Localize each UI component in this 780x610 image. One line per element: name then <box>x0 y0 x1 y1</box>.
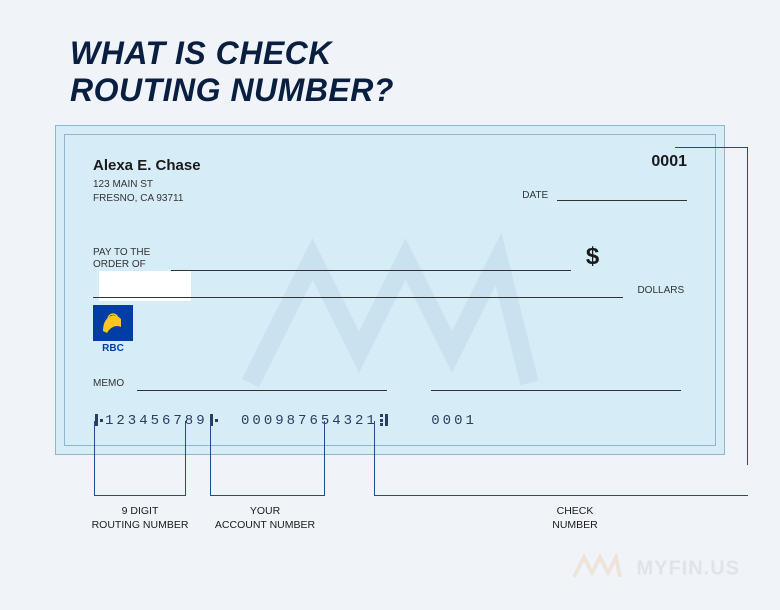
date-label: DATE <box>522 190 548 201</box>
watermark-text: MYFIN.US <box>636 557 740 579</box>
micr-routing-number: 123456789 <box>105 413 208 429</box>
bank-logo: RBC <box>93 305 133 355</box>
dollars-line <box>93 288 623 298</box>
page-title: WHAT IS CHECK ROUTING NUMBER? <box>70 35 394 109</box>
callout-checkno-line2: NUMBER <box>535 519 615 533</box>
callout-routing-line1: 9 DIGIT <box>85 505 195 519</box>
callout-checkno-line1: CHECK <box>535 505 615 519</box>
payer-name: Alexa E. Chase <box>93 157 687 174</box>
bank-name: RBC <box>93 343 133 354</box>
callout-account-line2: ACCOUNT NUMBER <box>210 519 320 533</box>
micr-check-number: 0001 <box>431 413 477 429</box>
micr-symbol-icon <box>95 414 103 426</box>
connector-line <box>185 421 186 496</box>
check-inner: Alexa E. Chase 123 MAIN ST FRESNO, CA 93… <box>64 134 716 446</box>
payto-line <box>171 261 571 271</box>
title-line2: ROUTING NUMBER? <box>70 72 394 109</box>
connector-line <box>747 147 748 465</box>
payto-label: PAY TO THE ORDER OF <box>93 247 163 271</box>
connector-line <box>94 421 95 496</box>
check-number-top: 0001 <box>651 153 687 171</box>
payto-label-line1: PAY TO THE <box>93 247 163 259</box>
title-line1: WHAT IS CHECK <box>70 35 394 72</box>
callout-routing: 9 DIGIT ROUTING NUMBER <box>85 505 195 532</box>
dollars-row: DOLLARS <box>93 280 687 298</box>
signature-line <box>431 381 681 391</box>
dollar-sign: $ <box>586 243 599 271</box>
connector-line <box>722 495 748 496</box>
connector-line <box>210 495 325 496</box>
micr-symbol-icon <box>380 414 388 426</box>
memo-label: MEMO <box>93 378 124 389</box>
connector-line <box>324 421 325 496</box>
connector-line <box>374 495 723 496</box>
dollars-label: DOLLARS <box>637 285 684 296</box>
callout-checkno: CHECK NUMBER <box>535 505 615 532</box>
callout-routing-line2: ROUTING NUMBER <box>85 519 195 533</box>
check-outer-border: Alexa E. Chase 123 MAIN ST FRESNO, CA 93… <box>55 125 725 455</box>
page-watermark: MYFIN.US <box>572 553 740 585</box>
watermark-logo-icon <box>572 553 622 585</box>
date-row: DATE <box>522 190 687 201</box>
connector-line <box>675 147 748 148</box>
callout-account: YOUR ACCOUNT NUMBER <box>210 505 320 532</box>
memo-line <box>137 381 387 391</box>
micr-account-number: 000987654321 <box>241 413 378 429</box>
connector-line <box>94 495 186 496</box>
date-line <box>557 191 687 201</box>
micr-row: 123456789 000987654321 0001 <box>93 413 477 429</box>
connector-line <box>374 421 375 496</box>
payto-label-line2: ORDER OF <box>93 259 163 271</box>
connector-line <box>210 421 211 496</box>
callout-account-line1: YOUR <box>210 505 320 519</box>
memo-row: MEMO <box>93 373 687 391</box>
bank-logo-icon <box>93 305 133 341</box>
